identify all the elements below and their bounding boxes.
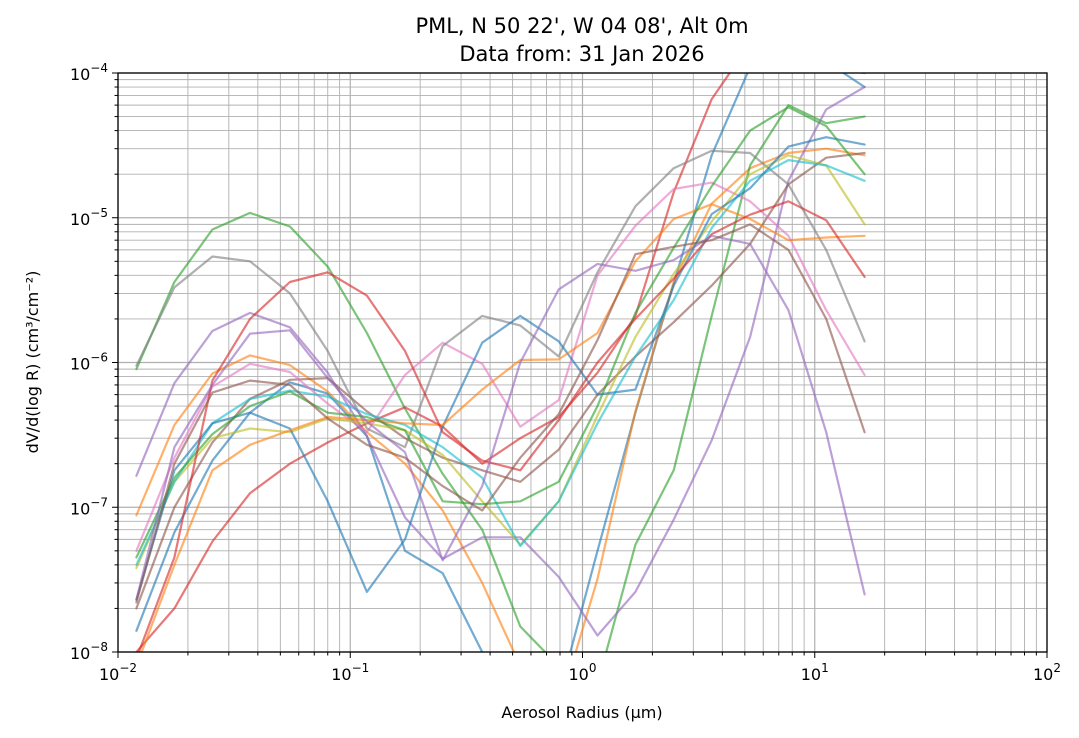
y-tick-label: 10−4 — [70, 61, 108, 84]
series-line-series-16 — [135, 223, 866, 604]
series-line-series-2 — [135, 147, 866, 652]
series-line-series-14 — [137, 200, 866, 652]
x-tick-label: 10−2 — [99, 661, 137, 684]
ticks: 10−2 10−1 100 101 102 10−8 10−7 10−6 10−5 10−4 — [70, 61, 1061, 684]
series-line-series-3 — [135, 103, 866, 652]
series-line-series-15 — [135, 234, 866, 601]
series-line-series-12 — [140, 203, 866, 652]
series-group — [135, 73, 866, 652]
series-line-series-10 — [135, 159, 866, 567]
series-line-series-7 — [135, 181, 866, 552]
series-line-series-9 — [135, 154, 866, 570]
y-axis-label: dV/d(log R) (cm³/cm⁻²) — [23, 271, 42, 454]
labels: PML, N 50 22', W 04 08', Alt 0m Data fro… — [23, 14, 749, 722]
series-line-series-6 — [135, 151, 866, 610]
y-tick-label: 10−5 — [70, 206, 108, 229]
series-line-series-4 — [135, 73, 866, 652]
chart-subtitle: Data from: 31 Jan 2026 — [459, 42, 704, 66]
y-tick-label: 10−7 — [70, 495, 108, 518]
series-line-series-1 — [135, 73, 866, 652]
chart-title: PML, N 50 22', W 04 08', Alt 0m — [415, 14, 748, 38]
series-line-series-13 — [135, 106, 866, 559]
x-tick-label: 102 — [1033, 661, 1061, 684]
grid — [117, 72, 1048, 653]
x-tick-label: 10−1 — [331, 661, 369, 684]
y-tick-label: 10−8 — [70, 640, 108, 663]
series-line-series-5 — [135, 85, 866, 637]
x-axis-label: Aerosol Radius (μm) — [501, 703, 662, 722]
series-line-series-11 — [135, 136, 866, 601]
series-line-series-8 — [135, 149, 866, 449]
x-tick-label: 101 — [801, 661, 829, 684]
x-tick-label: 100 — [569, 661, 597, 684]
y-tick-label: 10−6 — [70, 351, 108, 374]
